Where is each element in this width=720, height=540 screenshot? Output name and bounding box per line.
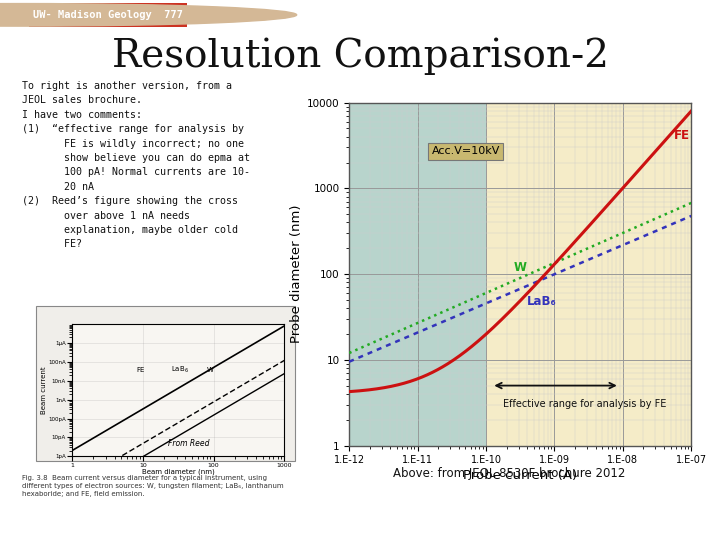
Text: Effective range for analysis by FE: Effective range for analysis by FE — [503, 399, 667, 409]
Text: FE: FE — [136, 367, 144, 373]
Text: Resolution Comparison-2: Resolution Comparison-2 — [112, 38, 608, 76]
FancyBboxPatch shape — [29, 3, 187, 26]
Text: LaB₆: LaB₆ — [527, 295, 557, 308]
X-axis label: Probe current (A): Probe current (A) — [463, 469, 577, 482]
Bar — [36, 306, 295, 461]
Text: UW- Madison Geology  777: UW- Madison Geology 777 — [33, 10, 183, 20]
Text: To right is another version, from a
JEOL sales brochure.
I have two comments:
(1: To right is another version, from a JEOL… — [22, 81, 250, 249]
Text: Above: from JEOL 8530F brochure 2012: Above: from JEOL 8530F brochure 2012 — [393, 467, 626, 481]
Circle shape — [0, 4, 297, 26]
Text: FE: FE — [673, 130, 690, 143]
Text: Acc.V=10kV: Acc.V=10kV — [431, 146, 500, 156]
Text: Fig. 3.8  Beam current versus diameter for a typical instrument, using
different: Fig. 3.8 Beam current versus diameter fo… — [22, 475, 283, 497]
Y-axis label: Probe diameter (nm): Probe diameter (nm) — [289, 205, 302, 343]
Text: LaB$_6$: LaB$_6$ — [171, 364, 189, 375]
Y-axis label: Beam current: Beam current — [40, 366, 47, 414]
Text: From Reed: From Reed — [168, 438, 210, 448]
X-axis label: Beam diameter (nm): Beam diameter (nm) — [142, 469, 215, 475]
Text: W: W — [207, 367, 214, 373]
Text: W: W — [513, 261, 526, 274]
Bar — [349, 103, 486, 446]
